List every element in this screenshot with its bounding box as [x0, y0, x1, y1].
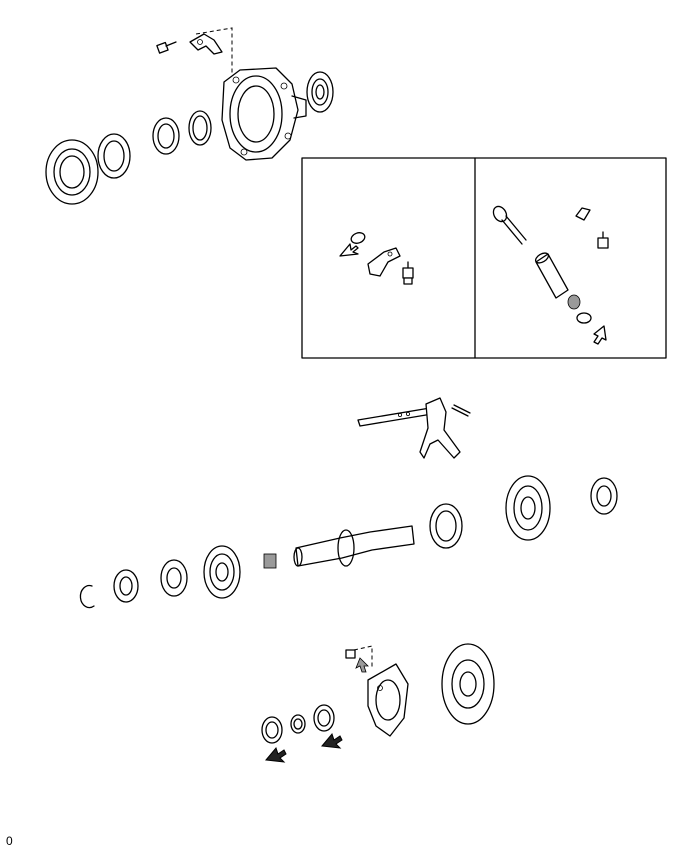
- bearing-mainshaft: [160, 559, 188, 597]
- shift-fork: [419, 397, 461, 459]
- lock-plate-bracket: [189, 33, 223, 55]
- figure-code: 0: [6, 834, 13, 848]
- inset-right-sleeve: [534, 252, 569, 299]
- bearing-right: [590, 477, 618, 515]
- needle-roller-bearing-small: [263, 553, 277, 569]
- inset-right-speedometer-gear: [492, 205, 527, 245]
- bolt-bottom: [345, 649, 356, 659]
- output-shaft: [293, 525, 415, 567]
- inset-right-bolt: [597, 231, 609, 249]
- extension-housing: [221, 67, 307, 161]
- spacer: [290, 714, 306, 734]
- snap-ring-left: [79, 584, 95, 609]
- dashed-guide-line-top: [195, 27, 233, 90]
- inset-left-o-ring: [350, 232, 366, 244]
- arrow-bottom-bolt: [355, 657, 369, 673]
- slotted-pin: [451, 404, 471, 417]
- bolt-top: [156, 41, 177, 54]
- bearing-race-middle: [152, 117, 180, 155]
- inset-right-small-gear: [567, 294, 581, 310]
- inset-left-arrow: [339, 243, 359, 257]
- snap-ring-top: [188, 110, 212, 146]
- synchronizer-sleeve: [429, 503, 463, 549]
- inset-right-o-ring: [576, 312, 592, 324]
- bearing-top-right: [306, 71, 334, 113]
- detail-inset-box: [301, 157, 667, 359]
- arrow-bottom-left: [265, 746, 287, 763]
- needle-bearing-left: [261, 716, 283, 744]
- needle-bearing-right: [313, 704, 335, 732]
- inset-left-bolt: [402, 261, 414, 285]
- synchronizer-ring-small: [113, 569, 139, 603]
- inset-left-lever: [367, 247, 401, 277]
- gear-large-right: [505, 475, 551, 541]
- arrow-bottom-right: [321, 732, 343, 749]
- inset-right-plate: [575, 207, 591, 221]
- bearing-retainer-plate: [367, 663, 409, 737]
- shift-fork-shaft: [357, 407, 433, 427]
- bearing-race-left: [97, 133, 131, 179]
- oil-seal-large: [45, 139, 99, 205]
- inset-right-arrow: [593, 325, 607, 345]
- gear-mainshaft-left: [203, 545, 241, 599]
- counter-gear: [441, 643, 495, 725]
